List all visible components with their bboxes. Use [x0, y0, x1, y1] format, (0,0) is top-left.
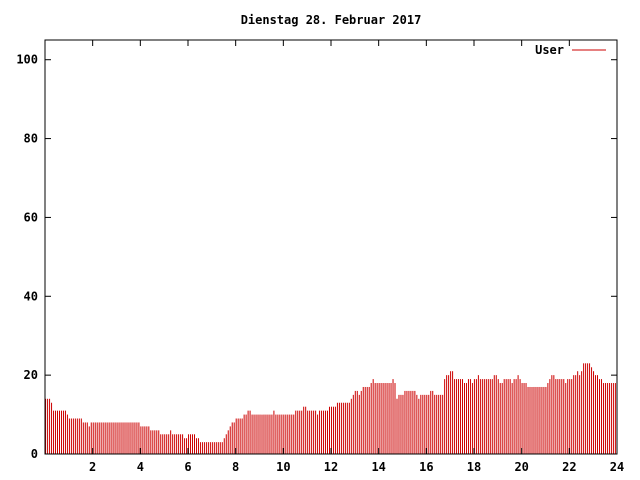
x-tick-label: 22	[562, 460, 576, 474]
x-tick-label: 6	[184, 460, 191, 474]
x-tick-label: 8	[232, 460, 239, 474]
y-tick-label: 80	[24, 132, 38, 146]
x-tick-label: 2	[89, 460, 96, 474]
y-tick-label: 20	[24, 368, 38, 382]
x-tick-label: 14	[371, 460, 385, 474]
x-axis: 2 4 6 8 10 12 14 16 18 20 22 24	[89, 40, 624, 474]
legend: User	[535, 43, 606, 57]
x-tick-label: 20	[514, 460, 528, 474]
y-tick-label: 0	[31, 447, 38, 461]
plot-frame	[44, 39, 618, 455]
x-tick-label: 4	[137, 460, 144, 474]
x-tick-label: 10	[276, 460, 290, 474]
bar-series	[45, 363, 616, 454]
x-tick-label: 16	[419, 460, 433, 474]
x-tick-label: 12	[324, 460, 338, 474]
x-tick-label: 18	[467, 460, 481, 474]
y-axis: 0 20 40 60 80 100	[16, 53, 617, 461]
x-tick-label: 24	[610, 460, 624, 474]
legend-label: User	[535, 43, 564, 57]
y-tick-label: 40	[24, 289, 38, 303]
y-tick-label: 100	[16, 53, 38, 67]
y-tick-label: 60	[24, 210, 38, 224]
chart-title: Dienstag 28. Februar 2017	[241, 13, 422, 27]
